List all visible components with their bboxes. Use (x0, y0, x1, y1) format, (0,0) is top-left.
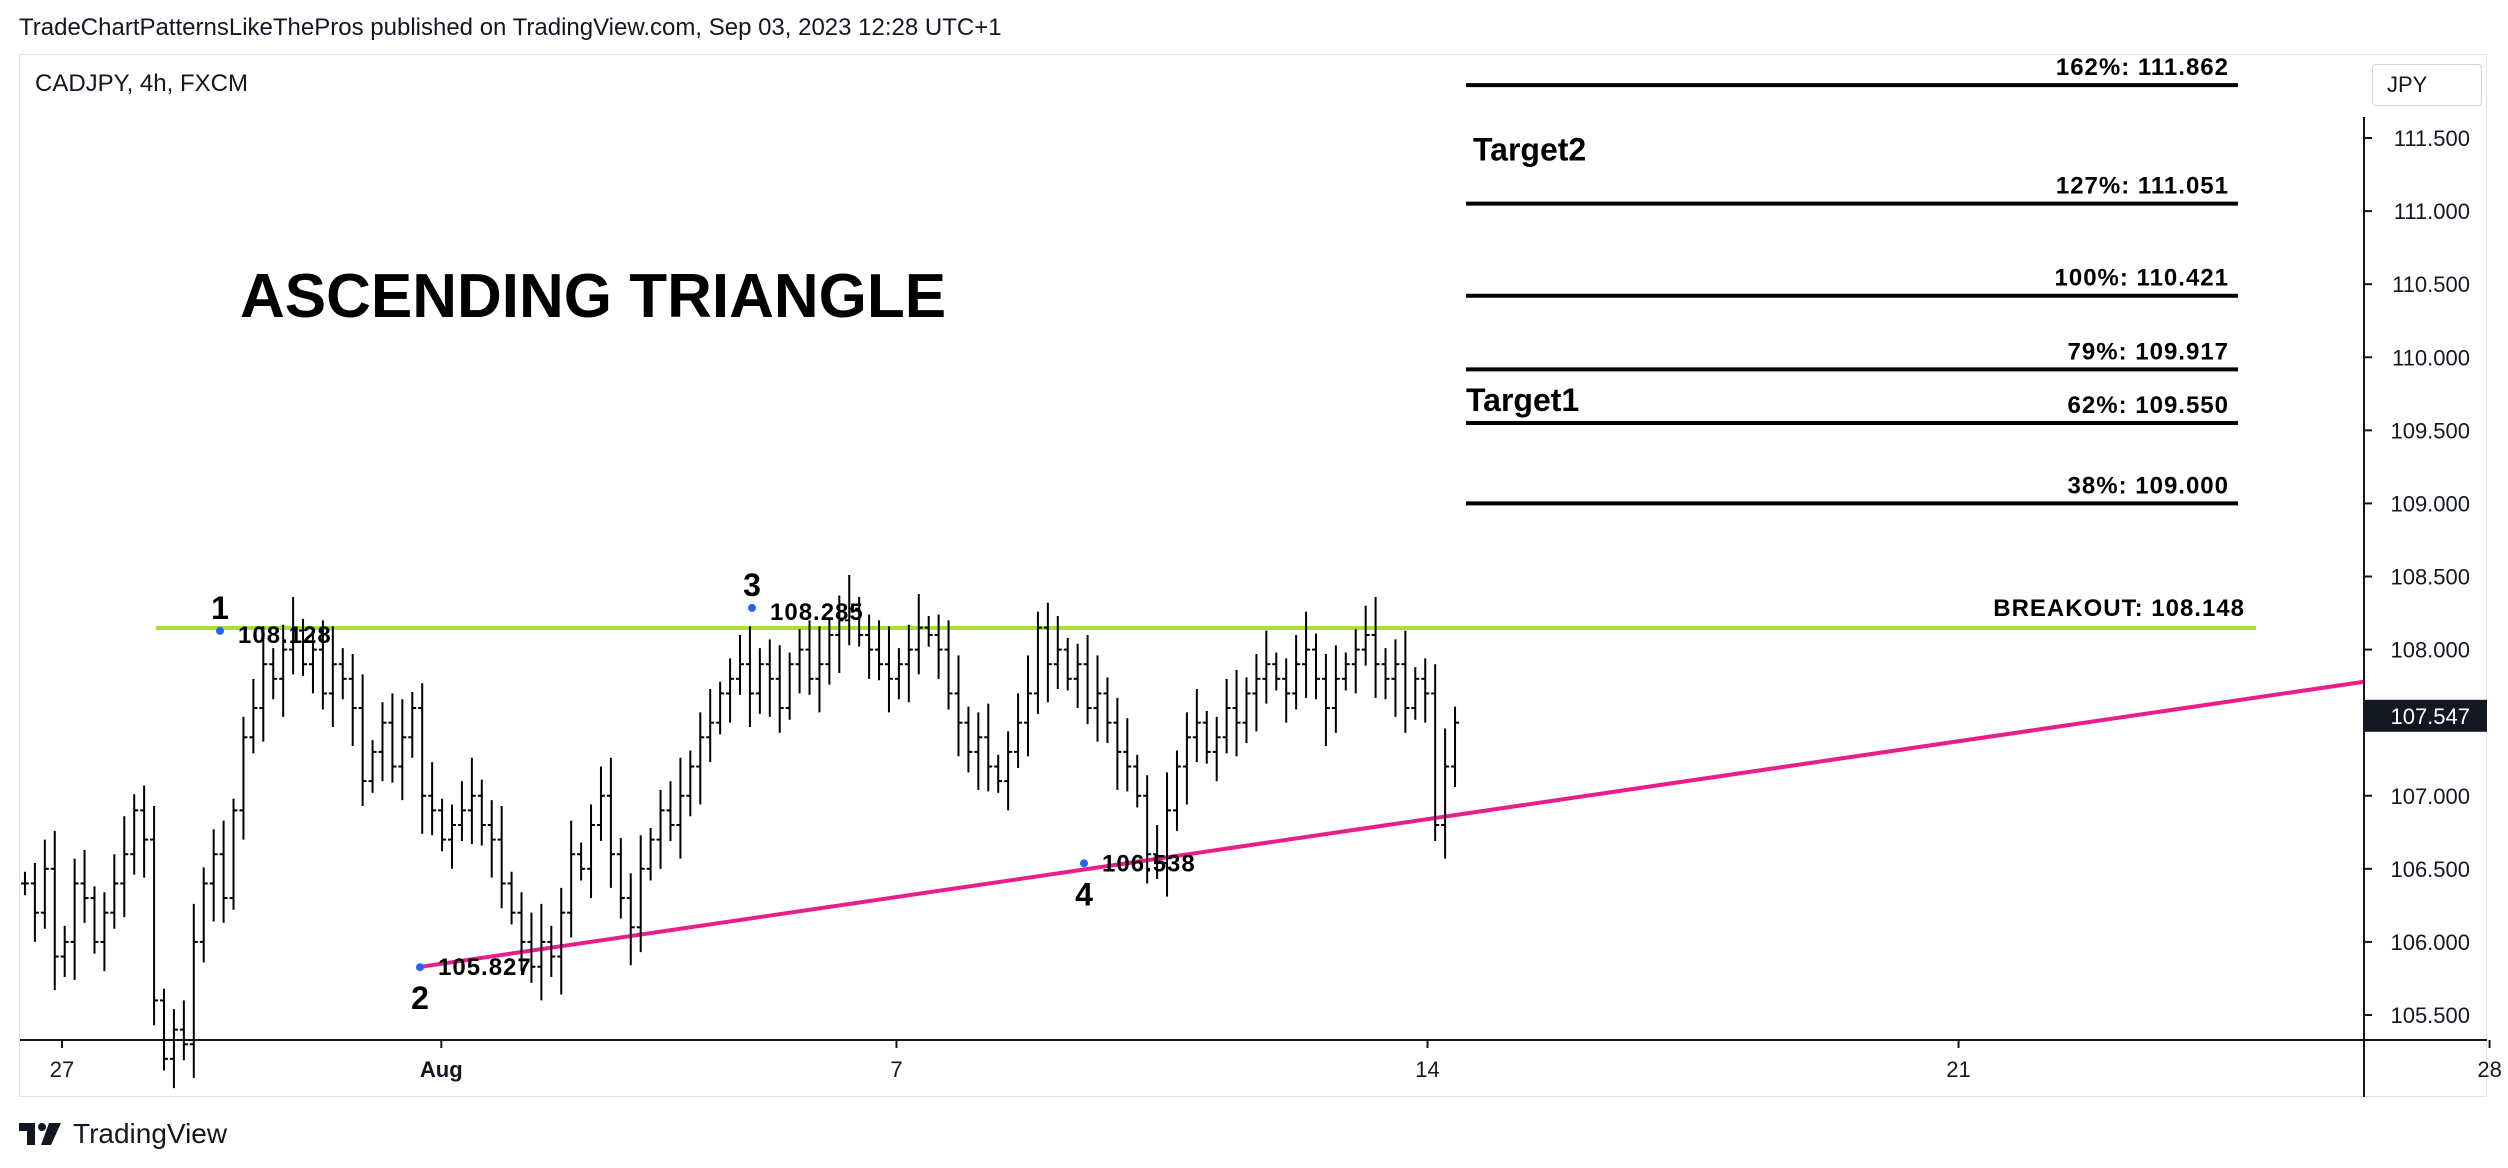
price-tick-label: 107.000 (2390, 784, 2470, 809)
price-tick-label: 108.500 (2390, 565, 2470, 590)
price-tick-label: 106.500 (2390, 857, 2470, 882)
target-label: Target2 (1473, 132, 1586, 168)
price-tick-label: 109.000 (2390, 491, 2470, 516)
price-tick-label: 110.000 (2392, 345, 2470, 370)
published-line: TradeChartPatternsLikeThePros published … (19, 14, 1002, 41)
pivot-number: 4 (1075, 876, 1093, 912)
breakout-label: BREAKOUT: 108.148 (1993, 595, 2245, 622)
fib-level-label: 79%: 109.917 (2068, 338, 2229, 365)
chart-title: ASCENDING TRIANGLE (240, 262, 946, 331)
pivot-markers: 1 108.128 2 105.827 3 108.285 4 106.538 (211, 567, 1196, 1016)
pivot-dot (1080, 859, 1088, 868)
last-price-label: 107.547 (2390, 704, 2470, 729)
price-tick-label: 106.000 (2390, 930, 2470, 955)
pivot-dot (416, 963, 424, 972)
fib-level-label: 127%: 111.051 (2056, 173, 2229, 200)
price-axis: 111.500 111.000 110.500 110.000 109.500 109.0… (2363, 117, 2487, 1097)
brand-name: TradingView (73, 1118, 228, 1149)
fib-level-label: 62%: 109.550 (2068, 392, 2229, 419)
fib-level-label: 162%: 111.862 (2056, 54, 2229, 81)
time-tick-label: 21 (1946, 1057, 1970, 1082)
price-tick-label: 110.500 (2392, 272, 2470, 297)
fib-extension-levels: 162%: 111.862 127%: 111.051 100%: 110.421 7… (1466, 54, 2238, 506)
symbol-label[interactable]: CADJPY, 4h, FXCM (35, 70, 248, 97)
price-tick-label: 109.500 (2390, 418, 2470, 443)
price-tick-label: 105.500 (2390, 1003, 2470, 1028)
price-bars (20, 575, 1460, 1089)
support-line (417, 679, 2365, 970)
time-tick-label: 7 (890, 1057, 902, 1082)
pivot-number: 1 (211, 590, 229, 626)
chart-frame (19, 54, 2487, 1097)
price-tick-label: 111.000 (2394, 199, 2470, 224)
time-tick-label: 27 (50, 1057, 74, 1082)
pivot-number: 3 (743, 567, 761, 603)
price-tick-label: 111.500 (2394, 126, 2470, 151)
currency-button[interactable]: JPY (2372, 64, 2482, 106)
time-axis: 27Aug7142128Sep6111825 (20, 1039, 2502, 1082)
fib-level-label: 100%: 110.421 (2055, 265, 2229, 292)
support-trendline (417, 679, 2365, 970)
price-tick-label: 108.000 (2390, 638, 2470, 663)
pivot-value-label: 108.128 (238, 622, 332, 649)
pivot-dot (216, 626, 224, 635)
target-label: Target1 (1466, 382, 1579, 418)
pivot-dot (748, 603, 756, 612)
tradingview-logo-icon (19, 1123, 61, 1145)
time-tick-label: 28 (2477, 1057, 2501, 1082)
fib-level-label: 38%: 109.000 (2068, 472, 2229, 499)
pivot-value-label: 108.285 (770, 599, 864, 626)
time-tick-label: Aug (420, 1057, 463, 1082)
pivot-value-label: 105.827 (438, 954, 532, 981)
time-tick-label: 14 (1415, 1057, 1439, 1082)
pivot-number: 2 (411, 980, 429, 1016)
tradingview-brand[interactable]: TradingView (19, 1116, 227, 1152)
pivot-value-label: 106.538 (1102, 850, 1196, 877)
last-price-badge (2365, 699, 2487, 732)
